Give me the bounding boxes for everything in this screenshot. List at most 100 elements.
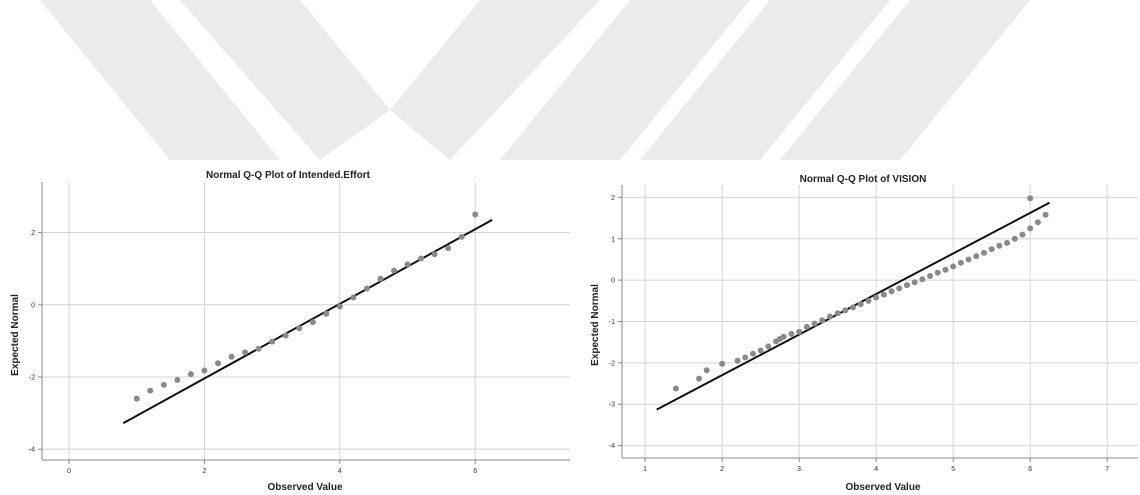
y-axis-title: Expected Normal (590, 284, 601, 366)
data-point (950, 263, 957, 270)
data-point (888, 288, 895, 295)
watermark-stripe (390, 0, 600, 160)
data-point (350, 294, 357, 301)
data-point (404, 261, 411, 268)
data-point (927, 273, 934, 279)
chart-title: Normal Q-Q Plot of VISION (800, 174, 927, 185)
x-tick-label: 5 (951, 466, 955, 473)
data-point (934, 269, 941, 276)
data-point (445, 245, 452, 252)
data-point (323, 310, 330, 317)
data-point (269, 338, 276, 345)
watermark-stripe (40, 0, 280, 160)
data-point (942, 266, 949, 273)
qq-chart-svg: Normal Q-Q Plot of VISION 1 2 3 4 5 6 7 -4 -3 -2 -… (590, 174, 1138, 493)
data-point (1027, 225, 1034, 232)
data-point (228, 353, 235, 360)
reference-line (122, 219, 493, 425)
qq-plot-vision: Normal Q-Q Plot of VISION 1 2 3 4 5 6 7 -4 -3 -2 -… (580, 160, 1140, 495)
data-point (174, 376, 181, 383)
data-point (903, 282, 910, 289)
qq-chart-svg: Normal Q-Q Plot of Intended.Effort 0 2 4 6 -… (10, 170, 570, 493)
x-tick-label: 6 (473, 468, 477, 475)
data-point (896, 285, 903, 292)
chart-title: Normal Q-Q Plot of Intended.Effort (206, 170, 371, 181)
data-point (734, 357, 741, 364)
data-point (1042, 211, 1049, 218)
data-point (472, 211, 479, 218)
data-point (880, 291, 887, 298)
x-axis-title: Observed Value (267, 482, 342, 493)
data-point (377, 275, 384, 282)
data-point (1011, 235, 1018, 242)
data-point (696, 375, 703, 382)
data-point (919, 276, 926, 283)
data-point (1027, 195, 1034, 202)
data-point (255, 345, 262, 352)
data-point (242, 349, 249, 356)
y-tick-label: 0 (611, 278, 615, 285)
x-tick-label: 2 (720, 466, 724, 473)
data-point (865, 297, 872, 304)
data-point (834, 310, 841, 317)
watermark-stripe (640, 0, 890, 160)
qq-plot-intended-effort: Normal Q-Q Plot of Intended.Effort 0 2 4 6 -… (0, 160, 575, 495)
x-tick-label: 4 (338, 468, 342, 475)
data-point (819, 317, 826, 324)
data-point (201, 367, 208, 374)
x-axis-title: Observed Value (845, 482, 920, 493)
x-tick-label: 6 (1028, 466, 1032, 473)
data-point (160, 381, 167, 388)
data-point (215, 360, 221, 367)
watermark-banner (40, 0, 1030, 160)
data-point (857, 301, 864, 308)
data-point (187, 371, 194, 378)
data-point (803, 323, 810, 330)
data-point (842, 307, 849, 314)
y-tick-label: 0 (31, 302, 35, 309)
x-tick-label: 3 (797, 466, 801, 473)
data-point (742, 354, 749, 361)
data-point (811, 320, 818, 327)
data-point (749, 350, 756, 357)
data-point (980, 249, 987, 256)
data-point (1004, 239, 1011, 246)
data-point (965, 256, 972, 263)
x-tick-label: 2 (203, 468, 207, 475)
x-tick-label: 0 (67, 468, 71, 475)
data-point (336, 303, 343, 310)
y-tick-label: -4 (29, 447, 35, 454)
data-point (391, 267, 397, 274)
data-point (973, 253, 980, 260)
y-tick-label: -2 (29, 374, 35, 381)
data-point (757, 347, 764, 354)
data-point (826, 313, 833, 320)
y-tick-label: 1 (611, 236, 615, 243)
y-axis-title: Expected Normal (10, 294, 21, 376)
data-point (1034, 219, 1041, 226)
data-point (996, 242, 1003, 249)
data-point (765, 343, 772, 350)
data-point (147, 387, 154, 394)
data-point (672, 385, 679, 392)
y-tick-label: -4 (609, 443, 615, 450)
watermark-stripe (500, 0, 750, 160)
data-point (363, 285, 370, 292)
x-tick-label: 4 (874, 466, 878, 473)
y-tick-label: 2 (611, 195, 615, 202)
data-point (850, 304, 857, 311)
y-tick-label: -2 (609, 360, 615, 367)
data-point (719, 360, 726, 367)
data-point (796, 328, 803, 335)
data-point (988, 246, 995, 253)
data-point (418, 255, 425, 262)
data-point (296, 325, 303, 332)
data-point (788, 330, 795, 337)
data-point (282, 332, 289, 339)
watermark-stripe (180, 0, 390, 160)
x-tick-label: 7 (1105, 466, 1109, 473)
data-point (703, 367, 710, 374)
data-point (309, 319, 316, 326)
data-point (133, 395, 140, 402)
data-point (431, 251, 438, 258)
